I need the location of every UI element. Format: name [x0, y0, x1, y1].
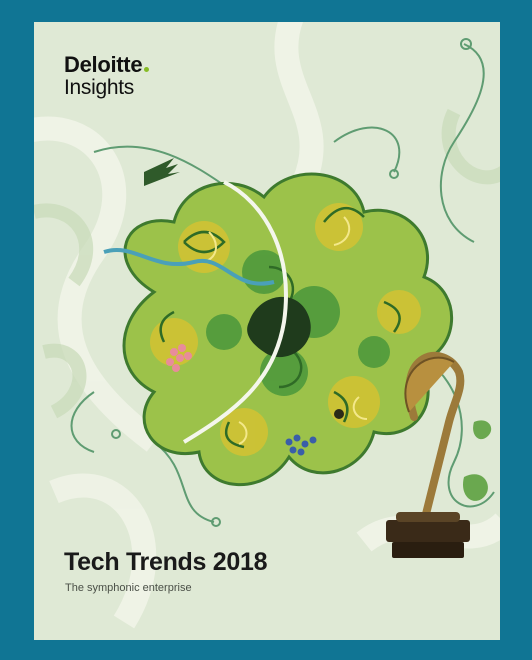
- brand-logo: Deloitte Insights: [64, 52, 150, 99]
- background-swirls: [34, 22, 500, 629]
- gramophone: [386, 351, 492, 558]
- brand-dot-icon: [144, 67, 150, 72]
- flower: [103, 158, 454, 487]
- cover-subtitle: The symphonic enterprise: [65, 582, 192, 594]
- cover-title: Tech Trends 2018: [64, 548, 268, 576]
- report-cover: Deloitte Insights Tech Trends 2018 The s…: [34, 22, 500, 640]
- brand-name: Deloitte: [64, 52, 143, 77]
- cover-illustration: [34, 22, 500, 629]
- brand-sub: Insights: [64, 76, 134, 99]
